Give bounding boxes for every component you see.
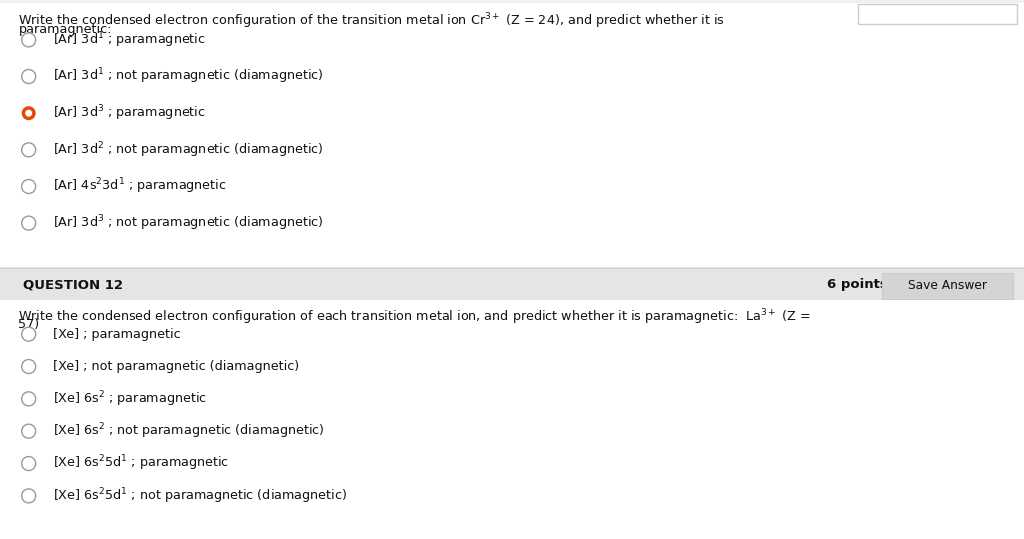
Text: [Ar] 3d$^{1}$ ; not paramagnetic (diamagnetic): [Ar] 3d$^{1}$ ; not paramagnetic (diamag… bbox=[53, 67, 324, 86]
FancyBboxPatch shape bbox=[0, 300, 1024, 539]
Text: Write the condensed electron configuration of the transition metal ion Cr$^{3+}$: Write the condensed electron configurati… bbox=[18, 12, 725, 31]
Ellipse shape bbox=[22, 33, 36, 47]
Text: [Ar] 3d$^{3}$ ; paramagnetic: [Ar] 3d$^{3}$ ; paramagnetic bbox=[53, 103, 206, 123]
FancyBboxPatch shape bbox=[0, 270, 1024, 300]
Ellipse shape bbox=[22, 327, 36, 341]
Text: [Ar] 3d$^{3}$ ; not paramagnetic (diamagnetic): [Ar] 3d$^{3}$ ; not paramagnetic (diamag… bbox=[53, 213, 324, 233]
Ellipse shape bbox=[22, 70, 36, 84]
FancyBboxPatch shape bbox=[858, 4, 1017, 24]
Ellipse shape bbox=[22, 216, 36, 230]
FancyBboxPatch shape bbox=[0, 3, 1024, 267]
Ellipse shape bbox=[22, 392, 36, 406]
Ellipse shape bbox=[26, 110, 32, 116]
Ellipse shape bbox=[22, 489, 36, 503]
Ellipse shape bbox=[22, 179, 36, 194]
Text: [Xe] 6s$^{2}$5d$^{1}$ ; paramagnetic: [Xe] 6s$^{2}$5d$^{1}$ ; paramagnetic bbox=[53, 454, 229, 473]
Ellipse shape bbox=[22, 424, 36, 438]
Text: Write the condensed electron configuration of each transition metal ion, and pre: Write the condensed electron configurati… bbox=[18, 307, 811, 327]
Ellipse shape bbox=[22, 143, 36, 157]
Text: QUESTION 12: QUESTION 12 bbox=[23, 278, 123, 292]
Text: 57): 57) bbox=[18, 318, 40, 331]
Text: [Xe] ; paramagnetic: [Xe] ; paramagnetic bbox=[53, 328, 181, 341]
FancyBboxPatch shape bbox=[882, 273, 1013, 299]
Text: paramagnetic:: paramagnetic: bbox=[18, 23, 112, 36]
Text: [Xe] 6s$^{2}$ ; not paramagnetic (diamagnetic): [Xe] 6s$^{2}$ ; not paramagnetic (diamag… bbox=[53, 421, 325, 441]
Text: 6 points: 6 points bbox=[827, 278, 888, 292]
Text: [Ar] 3d$^{1}$ ; paramagnetic: [Ar] 3d$^{1}$ ; paramagnetic bbox=[53, 30, 206, 50]
Text: [Xe] ; not paramagnetic (diamagnetic): [Xe] ; not paramagnetic (diamagnetic) bbox=[53, 360, 299, 373]
Ellipse shape bbox=[22, 360, 36, 374]
Ellipse shape bbox=[22, 457, 36, 471]
Text: [Xe] 6s$^{2}$ ; paramagnetic: [Xe] 6s$^{2}$ ; paramagnetic bbox=[53, 389, 207, 409]
Text: [Ar] 3d$^{2}$ ; not paramagnetic (diamagnetic): [Ar] 3d$^{2}$ ; not paramagnetic (diamag… bbox=[53, 140, 324, 160]
Text: Save Answer: Save Answer bbox=[907, 279, 987, 292]
Ellipse shape bbox=[22, 106, 36, 120]
Text: [Ar] 4s$^{2}$3d$^{1}$ ; paramagnetic: [Ar] 4s$^{2}$3d$^{1}$ ; paramagnetic bbox=[53, 177, 227, 196]
Text: [Xe] 6s$^{2}$5d$^{1}$ ; not paramagnetic (diamagnetic): [Xe] 6s$^{2}$5d$^{1}$ ; not paramagnetic… bbox=[53, 486, 347, 506]
